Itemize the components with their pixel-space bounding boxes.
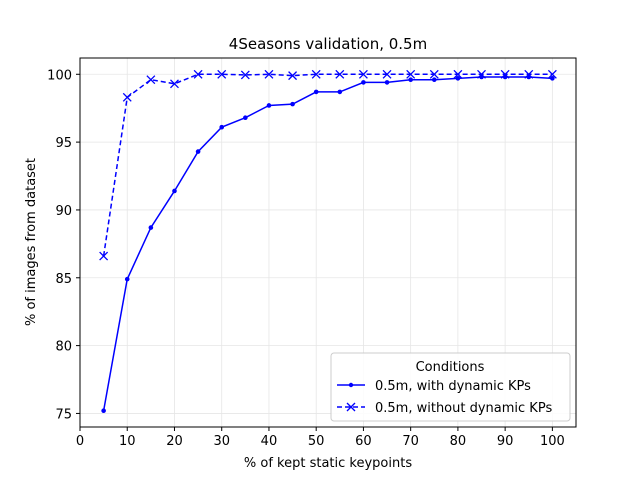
data-point <box>219 124 225 130</box>
data-point <box>382 69 392 79</box>
data-point <box>195 149 201 154</box>
y-tick-label: 75 <box>55 407 72 422</box>
data-point <box>500 69 510 79</box>
x-tick-label: 0 <box>76 434 84 449</box>
data-point <box>429 69 439 79</box>
y-tick-label: 100 <box>47 68 72 83</box>
data-point <box>547 69 557 79</box>
series-line <box>102 76 553 411</box>
x-axis: 0 10 20 30 40 50 60 70 80 90 100 <box>76 427 565 449</box>
data-point <box>243 115 248 120</box>
data-point <box>240 70 250 80</box>
legend-swatch-marker-with-dynamic <box>348 382 354 388</box>
data-point <box>124 276 130 282</box>
data-point <box>217 69 227 79</box>
x-tick-label: 70 <box>402 434 419 449</box>
y-tick-label: 90 <box>55 204 72 219</box>
data-point <box>313 89 319 95</box>
data-point <box>524 69 534 79</box>
y-axis: 75 80 85 90 95 100 <box>47 68 80 422</box>
series-without-dynamic-kps <box>99 69 557 261</box>
data-point <box>361 80 366 85</box>
data-point <box>455 76 461 81</box>
data-point <box>550 76 555 81</box>
data-point <box>99 251 109 261</box>
legend-swatch-marker-without-dynamic <box>346 402 356 412</box>
x-tick-label: 80 <box>450 434 467 449</box>
data-point <box>431 77 437 83</box>
data-point <box>146 75 156 85</box>
legend-label-with-dynamic: 0.5m, with dynamic KPs <box>375 379 531 394</box>
x-tick-label: 40 <box>261 434 278 449</box>
data-point <box>193 69 203 79</box>
data-point <box>337 89 343 95</box>
data-point <box>453 69 463 79</box>
data-point <box>170 79 179 89</box>
data-point <box>264 69 274 79</box>
plot-area-frame <box>79 57 577 428</box>
y-tick-label: 95 <box>55 136 72 151</box>
data-point <box>358 69 368 79</box>
data-point <box>408 77 413 83</box>
x-tick-label: 30 <box>213 434 230 449</box>
data-point <box>477 69 486 79</box>
series-layer <box>99 69 557 414</box>
data-point <box>122 92 132 102</box>
x-tick-label: 90 <box>497 434 514 449</box>
data-point <box>311 69 321 79</box>
chart-title: 4Seasons validation, 0.5m <box>229 35 427 53</box>
data-point <box>384 80 390 85</box>
legend-title: Conditions <box>416 360 485 375</box>
data-point <box>266 103 272 108</box>
data-point <box>290 101 295 107</box>
data-point <box>406 69 416 79</box>
x-tick-label: 100 <box>540 434 565 449</box>
data-point <box>335 69 345 79</box>
y-axis-label: % of images from dataset <box>24 158 39 326</box>
legend-box <box>330 352 571 422</box>
data-point <box>172 188 177 194</box>
x-tick-label: 20 <box>166 434 183 449</box>
legend: Conditions 0.5m, with dynamic KPs 0.5m, … <box>330 352 571 422</box>
data-point <box>101 408 106 414</box>
legend-label-without-dynamic: 0.5m, without dynamic KPs <box>375 401 552 416</box>
x-tick-label: 60 <box>355 434 372 449</box>
data-point <box>148 225 154 230</box>
x-tick-label: 10 <box>119 434 136 449</box>
x-axis-label: % of kept static keypoints <box>244 456 412 471</box>
series-line <box>102 73 553 257</box>
y-tick-label: 80 <box>55 340 72 355</box>
data-point <box>288 71 298 81</box>
y-tick-label: 85 <box>55 272 72 287</box>
x-tick-label: 50 <box>308 434 325 449</box>
